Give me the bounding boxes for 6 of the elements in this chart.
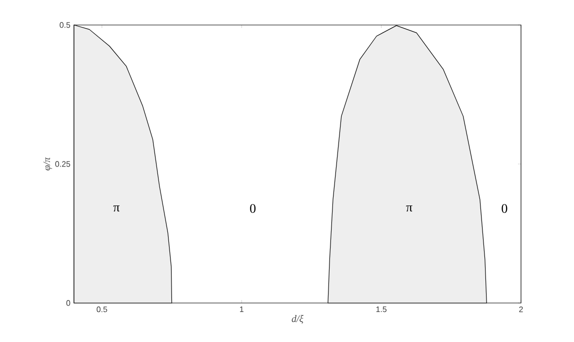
annotation: 0 bbox=[502, 204, 508, 213]
x-axis-title: d/ξ bbox=[292, 315, 304, 324]
y-axis-title: φ/π bbox=[43, 157, 52, 170]
annotation: π bbox=[113, 205, 120, 212]
annotation: 0 bbox=[250, 204, 256, 213]
annotation: π bbox=[406, 205, 412, 212]
